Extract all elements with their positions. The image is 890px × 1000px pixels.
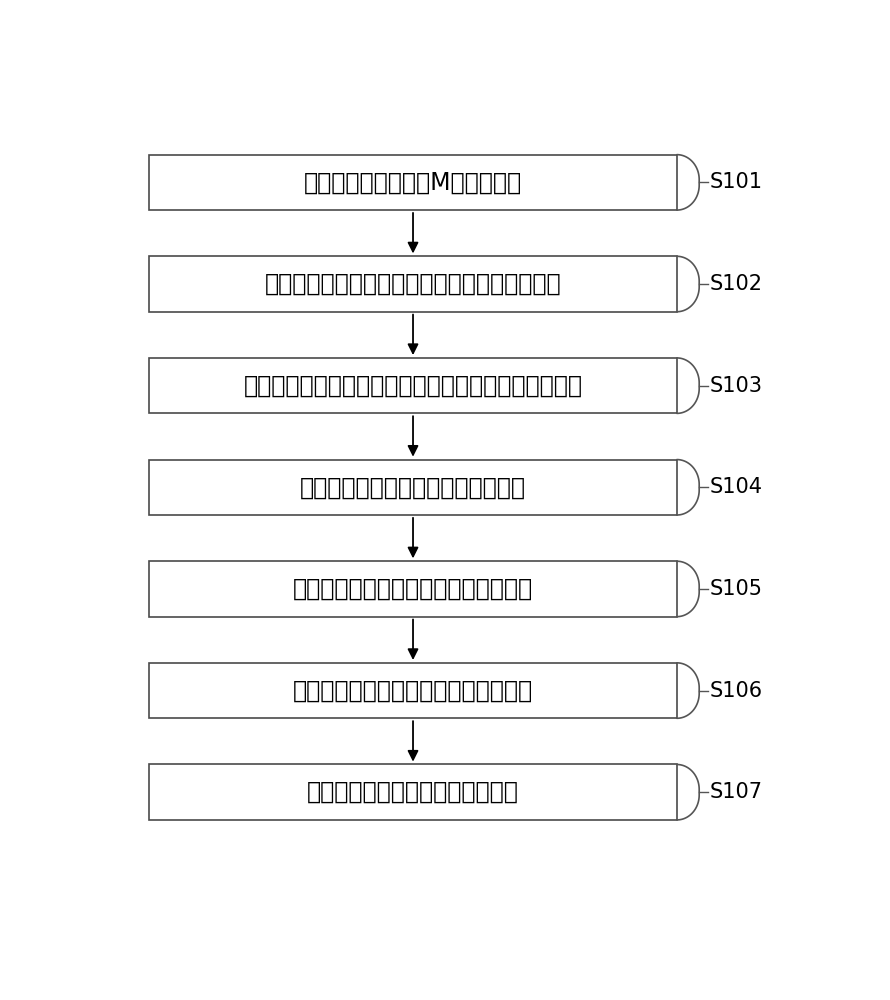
Text: 计算所有控制区域中受控发电机无功协调因子的均方差: 计算所有控制区域中受控发电机无功协调因子的均方差	[244, 374, 583, 398]
Bar	[150, 155, 676, 210]
Text: 将需控制的电网分成M个控制区域: 将需控制的电网分成M个控制区域	[304, 170, 522, 194]
Text: 输出各个区域的受控发电机无功调节量: 输出各个区域的受控发电机无功调节量	[293, 679, 533, 703]
Text: S107: S107	[709, 782, 763, 802]
Bar	[150, 358, 676, 413]
Bar	[150, 460, 676, 515]
Bar	[150, 764, 676, 820]
Text: S105: S105	[709, 579, 763, 599]
Bar	[150, 256, 676, 312]
Text: S104: S104	[709, 477, 763, 497]
Bar	[150, 561, 676, 617]
Text: 建立各控制区域的二级电压控制模型: 建立各控制区域的二级电压控制模型	[300, 475, 526, 499]
Bar	[150, 663, 676, 718]
Text: 获取各个控制区域中受控发电机的无功协调因子: 获取各个控制区域中受控发电机的无功协调因子	[264, 272, 562, 296]
Text: 求解各个控制区域的二级电压控制模型: 求解各个控制区域的二级电压控制模型	[293, 577, 533, 601]
Text: 根据无功调节量进行二级电压控制: 根据无功调节量进行二级电压控制	[307, 780, 519, 804]
Text: S102: S102	[709, 274, 763, 294]
Text: S106: S106	[709, 681, 763, 701]
Text: S101: S101	[709, 172, 763, 192]
Text: S103: S103	[709, 376, 763, 396]
